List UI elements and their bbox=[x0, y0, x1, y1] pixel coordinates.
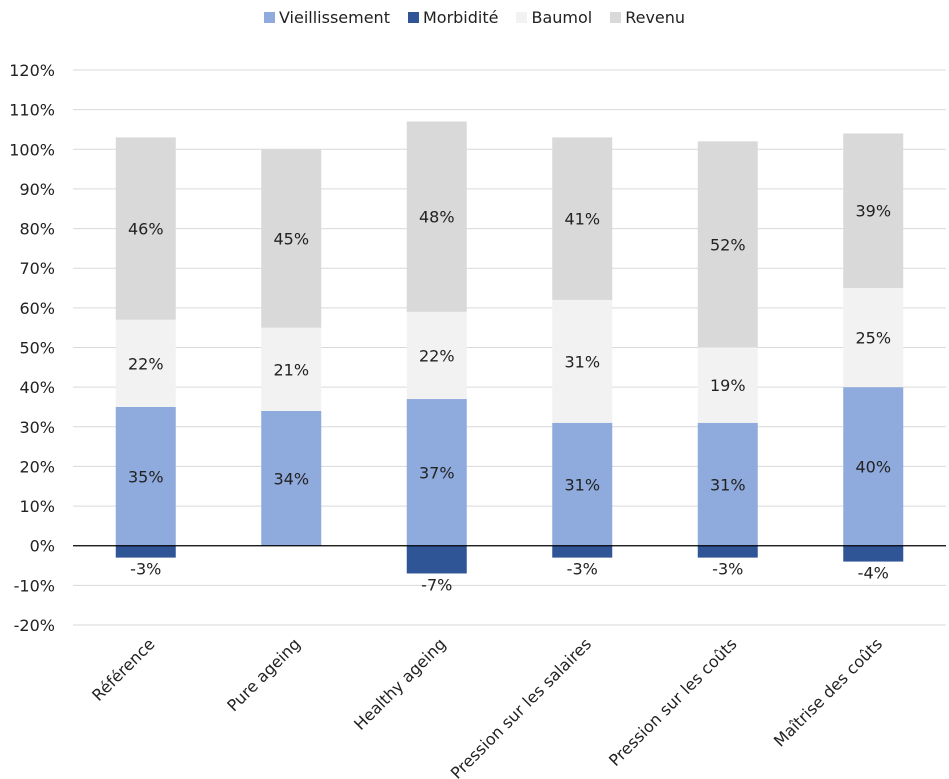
bar-segment-vieillissement bbox=[406, 399, 467, 546]
y-tick-label: 120% bbox=[9, 61, 55, 80]
legend-label: Baumol bbox=[531, 8, 593, 27]
y-tick-label: 80% bbox=[19, 220, 55, 239]
legend-swatch bbox=[263, 12, 275, 23]
data-label: 34% bbox=[273, 469, 309, 488]
bar-segment-revenu bbox=[552, 137, 613, 300]
bar-segment-morbidit bbox=[552, 545, 613, 558]
bar-segment-vieillissement bbox=[552, 422, 613, 546]
legend-item: Vieillissement bbox=[263, 8, 390, 27]
data-label: 37% bbox=[419, 463, 455, 482]
bar-segment-vieillissement bbox=[697, 422, 758, 546]
bar-segment-baumol bbox=[406, 311, 467, 400]
bar-segment-revenu bbox=[406, 121, 467, 312]
data-label: 21% bbox=[273, 360, 309, 379]
data-label: -3% bbox=[712, 560, 743, 579]
x-tick-label: Pure ageing bbox=[223, 634, 304, 715]
data-label: -7% bbox=[421, 575, 452, 594]
data-label: 31% bbox=[564, 352, 600, 371]
data-label: 41% bbox=[564, 210, 600, 229]
y-tick-label: 50% bbox=[19, 339, 55, 358]
data-label: -3% bbox=[567, 560, 598, 579]
x-tick-label: Pression sur les salaires bbox=[447, 634, 595, 779]
y-tick-label: 10% bbox=[19, 497, 55, 516]
bar-segment-revenu bbox=[697, 141, 758, 348]
data-label: 22% bbox=[419, 346, 455, 365]
bar-segment-baumol bbox=[261, 327, 322, 411]
bar-segment-morbidit bbox=[406, 545, 467, 574]
bar-segment-vieillissement bbox=[843, 387, 904, 546]
y-tick-label: 110% bbox=[9, 101, 55, 120]
bar-segment-baumol bbox=[552, 299, 613, 423]
data-label: 45% bbox=[273, 229, 309, 248]
legend-swatch bbox=[610, 12, 622, 23]
data-label: 19% bbox=[710, 376, 746, 395]
data-label: 52% bbox=[710, 235, 746, 254]
x-tick-label: Pression sur les coûts bbox=[605, 634, 741, 770]
legend-swatch bbox=[516, 12, 528, 23]
y-tick-label: -10% bbox=[14, 576, 55, 595]
chart-legend: Vieillissement Morbidité Baumol Revenu bbox=[0, 8, 949, 27]
x-tick-label: Référence bbox=[88, 634, 158, 704]
data-label: 46% bbox=[128, 220, 164, 239]
y-tick-label: 30% bbox=[19, 418, 55, 437]
data-label: 35% bbox=[128, 467, 164, 486]
data-label: 31% bbox=[564, 475, 600, 494]
legend-item: Revenu bbox=[610, 8, 685, 27]
legend-item: Baumol bbox=[516, 8, 592, 27]
data-label: 31% bbox=[710, 475, 746, 494]
bar-segment-baumol bbox=[115, 319, 176, 407]
data-label: 39% bbox=[855, 202, 891, 221]
bar-segment-baumol bbox=[843, 288, 904, 388]
data-label: -4% bbox=[858, 564, 889, 583]
y-tick-label: 90% bbox=[19, 180, 55, 199]
y-tick-label: 40% bbox=[19, 378, 55, 397]
y-tick-label: 70% bbox=[19, 259, 55, 278]
bar-segment-revenu bbox=[261, 149, 322, 328]
data-label: 40% bbox=[855, 457, 891, 476]
bar-segment-morbidit bbox=[697, 545, 758, 558]
y-tick-label: 0% bbox=[30, 537, 55, 556]
legend-label: Vieillissement bbox=[278, 8, 390, 27]
bar-segment-baumol bbox=[697, 347, 758, 423]
bar-segment-morbidit bbox=[115, 545, 176, 558]
y-tick-label: 100% bbox=[9, 140, 55, 159]
bar-segment-revenu bbox=[843, 133, 904, 289]
legend-label: Morbidité bbox=[422, 8, 499, 27]
y-tick-label: 20% bbox=[19, 457, 55, 476]
y-tick-label: 60% bbox=[19, 299, 55, 318]
legend-swatch bbox=[407, 12, 419, 23]
x-tick-label: Maîtrise des coûts bbox=[770, 634, 886, 750]
x-tick-label: Healthy ageing bbox=[350, 634, 449, 733]
legend-label: Revenu bbox=[625, 8, 686, 27]
y-tick-label: -20% bbox=[14, 616, 55, 635]
data-label: 25% bbox=[855, 329, 891, 348]
bar-segment-morbidit bbox=[843, 545, 904, 562]
data-label: -3% bbox=[130, 560, 161, 579]
bar-segment-revenu bbox=[115, 137, 176, 320]
data-label: 48% bbox=[419, 208, 455, 227]
bar-segment-vieillissement bbox=[261, 410, 322, 546]
legend-item: Morbidité bbox=[407, 8, 499, 27]
bar-segment-vieillissement bbox=[115, 406, 176, 546]
data-label: 22% bbox=[128, 354, 164, 373]
